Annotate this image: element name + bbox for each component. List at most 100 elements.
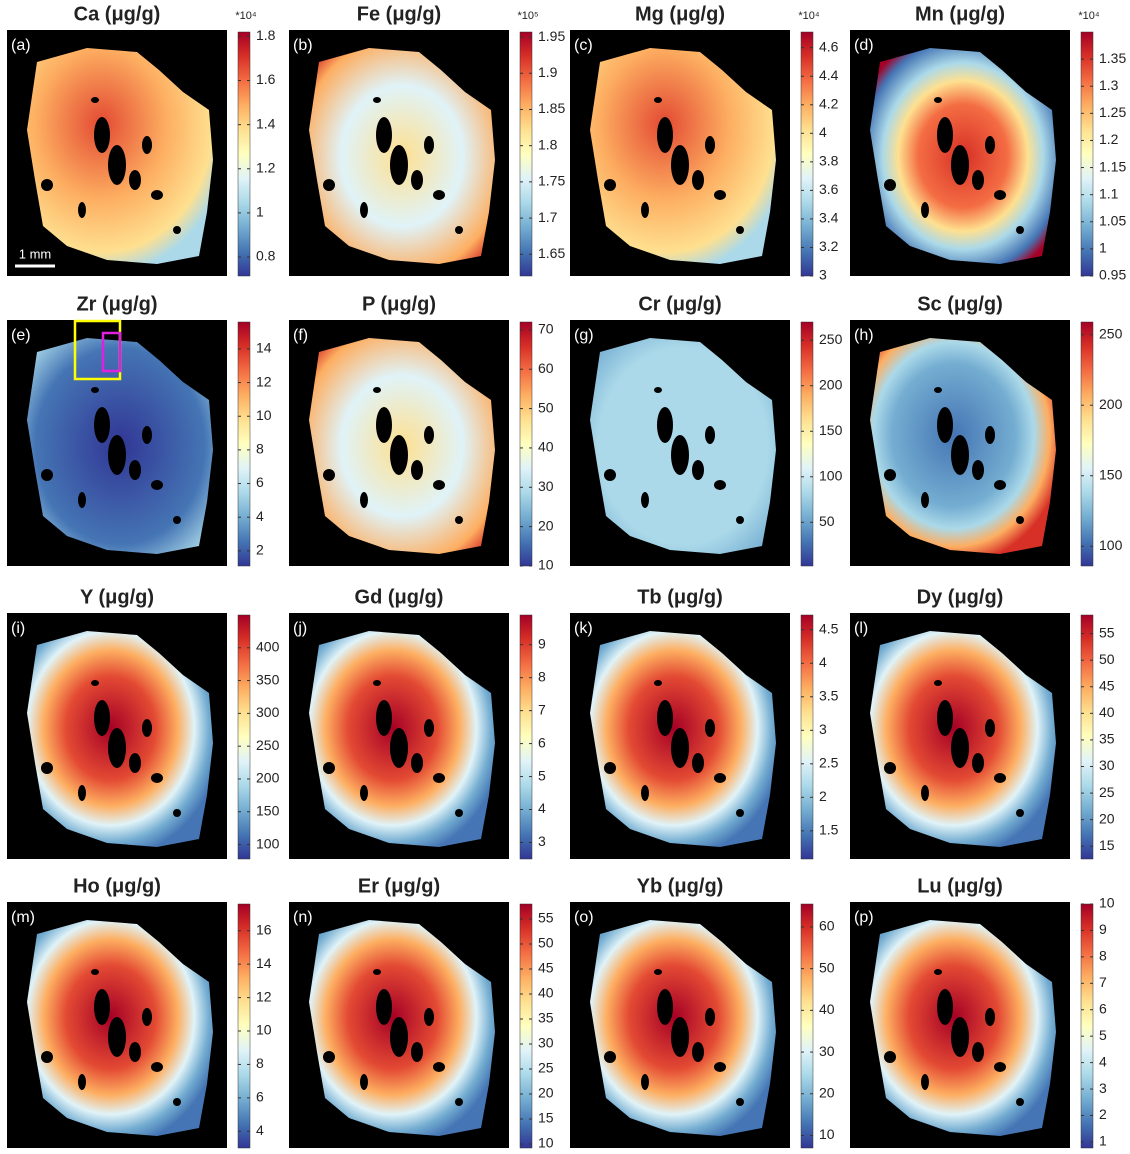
hole [884, 1051, 896, 1063]
hole [323, 469, 335, 481]
colorbar-tick-label: 10 [256, 1022, 272, 1038]
hole [671, 435, 689, 475]
colorbar-tick-label: 25 [1099, 784, 1115, 800]
panel-label: (n) [293, 909, 313, 926]
hole [151, 1062, 163, 1072]
colorbar-tick-label: 10 [1099, 895, 1115, 911]
colorbar-tick-label: 4 [538, 800, 546, 816]
hole [921, 785, 929, 801]
colorbar-tick-label: 20 [538, 1085, 554, 1101]
panel-title: Mg (μg/g) [635, 3, 725, 25]
colorbar-tick-label: 16 [256, 921, 272, 937]
panel-title: Er (μg/g) [358, 875, 440, 897]
element-map [590, 48, 776, 264]
colorbar [237, 31, 251, 277]
colorbar-tick-label: 30 [819, 1043, 835, 1059]
hole [173, 809, 181, 817]
colorbar-tick-label: 35 [1099, 731, 1115, 747]
hole [142, 1008, 152, 1026]
colorbar-tick-label: 250 [819, 331, 843, 347]
hole [714, 480, 726, 490]
hole [424, 426, 434, 444]
hole [714, 190, 726, 200]
hole [994, 773, 1006, 783]
colorbar-tick-label: 40 [819, 1001, 835, 1017]
hole [657, 700, 673, 736]
hole [692, 1042, 704, 1062]
hole [376, 117, 392, 153]
hole [671, 145, 689, 185]
element-map [309, 631, 495, 847]
colorbar-tick-label: 4 [256, 508, 264, 524]
hole [433, 480, 445, 490]
panel-label: (o) [574, 909, 594, 926]
colorbar-tick-label: 10 [538, 557, 554, 573]
hole [736, 1098, 744, 1106]
colorbar-tick-label: 60 [538, 360, 554, 376]
hole [972, 1042, 984, 1062]
colorbar-tick-label: 50 [538, 935, 554, 951]
hole [937, 989, 953, 1025]
colorbar-tick-label: 35 [538, 1010, 554, 1026]
colorbar-tick-label: 8 [538, 668, 546, 684]
colorbar-tick-label: 1.25 [1099, 104, 1126, 120]
colorbar-multiplier: *10⁴ [235, 10, 257, 22]
element-map [27, 338, 213, 554]
colorbar-tick-label: 50 [819, 513, 835, 529]
hole [671, 1017, 689, 1057]
hole [373, 680, 381, 686]
colorbar-tick-label: 0.8 [256, 248, 276, 264]
hole [921, 1074, 929, 1090]
colorbar-tick-label: 20 [819, 1084, 835, 1100]
hole [937, 117, 953, 153]
hole [173, 1098, 181, 1106]
panel-label: (c) [574, 37, 593, 54]
colorbar-tick-label: 1.15 [1099, 158, 1126, 174]
panel-title: Lu (μg/g) [917, 875, 1003, 897]
hole [641, 1074, 649, 1090]
hole [411, 460, 423, 480]
panel-label: (i) [11, 620, 25, 637]
colorbar-tick-label: 1.7 [538, 209, 558, 225]
element-map [27, 920, 213, 1136]
hole [360, 202, 368, 218]
hole [41, 1051, 53, 1063]
panel-title: Cr (μg/g) [638, 293, 721, 315]
hole [323, 762, 335, 774]
hole [360, 492, 368, 508]
hole [654, 680, 662, 686]
hole [108, 728, 126, 768]
colorbar-tick-label: 10 [819, 1126, 835, 1142]
colorbar-tick-label: 3 [819, 267, 827, 283]
hole [654, 97, 662, 103]
hole [78, 1074, 86, 1090]
element-map [870, 920, 1056, 1136]
hole [360, 785, 368, 801]
colorbar [519, 903, 533, 1149]
hole [951, 435, 969, 475]
hole [411, 1042, 423, 1062]
hole [937, 407, 953, 443]
hole [934, 680, 942, 686]
panel-label: (p) [854, 909, 874, 926]
colorbar-tick-label: 1.75 [538, 173, 565, 189]
hole [994, 190, 1006, 200]
colorbar [519, 614, 533, 860]
colorbar [519, 321, 533, 567]
hole [390, 145, 408, 185]
hole [1016, 516, 1024, 524]
colorbar-tick-label: 25 [538, 1060, 554, 1076]
colorbar-tick-label: 30 [538, 1035, 554, 1051]
hole [692, 170, 704, 190]
hole [94, 989, 110, 1025]
colorbar-tick-label: 8 [1099, 948, 1107, 964]
panel-title: Gd (μg/g) [355, 586, 444, 608]
hole [424, 1008, 434, 1026]
colorbar-tick-label: 1.2 [1099, 131, 1119, 147]
hole [705, 719, 715, 737]
panel-label: (b) [293, 37, 313, 54]
colorbar-tick-label: 200 [819, 376, 843, 392]
colorbar-tick-label: 100 [1099, 537, 1123, 553]
hole [78, 785, 86, 801]
colorbar-tick-label: 3 [538, 833, 546, 849]
